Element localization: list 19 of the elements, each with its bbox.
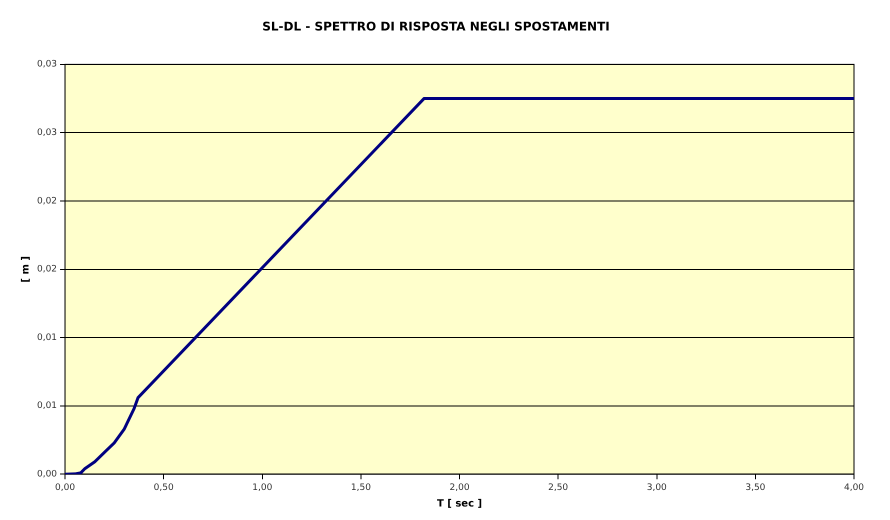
x-tick-label: 0,50 (154, 482, 174, 493)
x-tick-label: 0,00 (55, 482, 76, 493)
x-tick-label: 4,00 (844, 482, 864, 493)
y-tick-label: 0,03 (36, 60, 58, 70)
x-tick-label: 3,00 (646, 482, 668, 493)
x-tick-label: 2,50 (548, 482, 568, 493)
y-tick-label: 0,01 (36, 401, 58, 412)
x-tick-label: 2,00 (449, 482, 470, 493)
x-axis-title: T [ sec ] (436, 498, 482, 510)
y-axis-title: [ m ] (20, 256, 32, 283)
x-tick-label: 3,50 (745, 482, 766, 493)
y-tick-label: 0,02 (36, 264, 58, 275)
y-tick-label: 0,00 (36, 470, 58, 480)
chart-title: SL-DL - SPETTRO DI RISPOSTA NEGLI SPOSTAMENTI (262, 19, 610, 34)
y-tick-label: 0,03 (36, 128, 58, 138)
x-tick-label: 1,50 (350, 482, 372, 493)
y-tick-label: 0,02 (36, 196, 58, 206)
x-tick-label: 1,00 (252, 482, 273, 493)
y-tick-label: 0,01 (36, 332, 58, 343)
